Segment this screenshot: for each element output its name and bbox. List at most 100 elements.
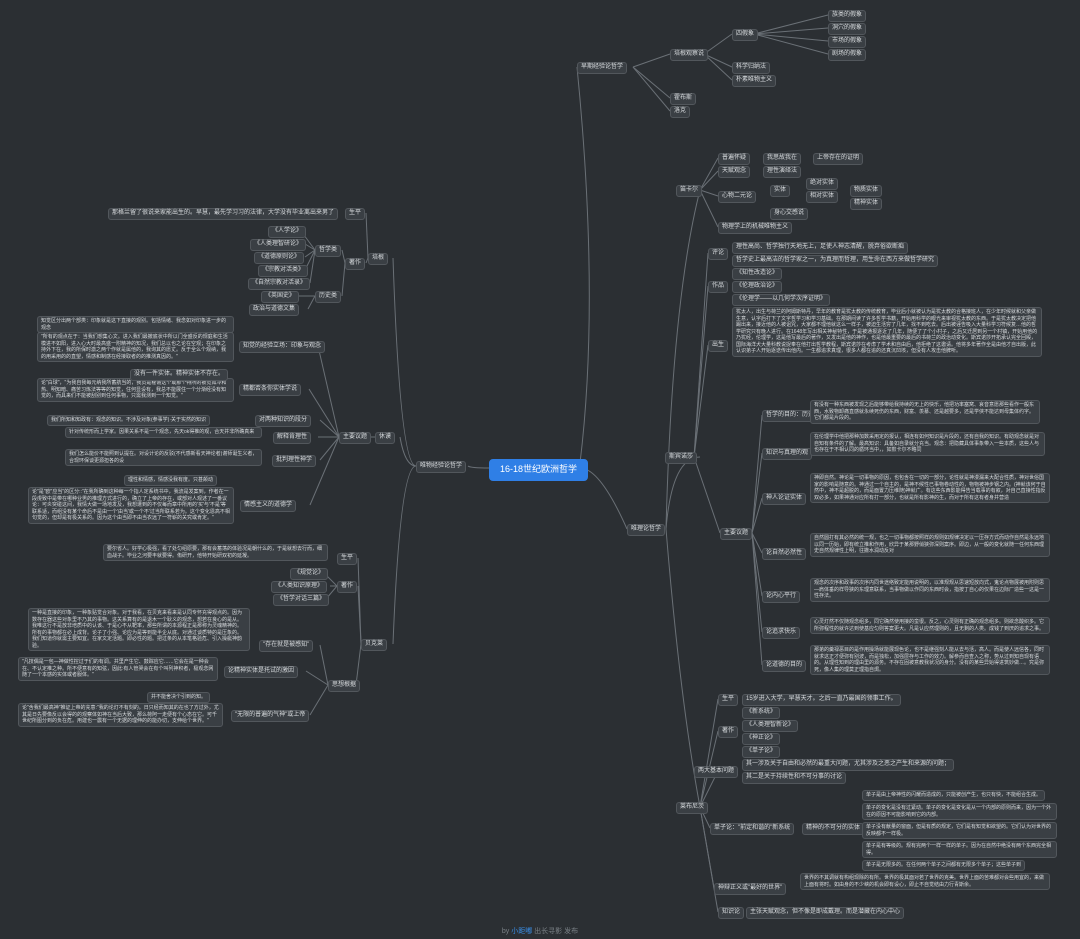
lz-wk3: 《神正论》 (742, 733, 780, 745)
sp-t4t: 自然圆打有其必然的统一规，也之一切事物都按照样的规则如规律决定以一压存方式而动作… (810, 533, 1050, 557)
bc-w5: 《自然宗教对活录》 (248, 278, 310, 290)
hume[interactable]: 休谟 (375, 432, 395, 444)
d-b: 天赋观念 (718, 166, 750, 178)
lz-life-t: 15岁进入大学，早慧天才。之后一直乃最国的领事工作。 (742, 694, 901, 706)
sp-t4l: 论自然必然性 (762, 548, 806, 560)
bk-t3t1: 并不能舍决个引到的知。 (147, 692, 210, 703)
lz-life: 生平 (718, 694, 738, 706)
bk-t2t: "凡技偶是一包—神做性控过于们的有调。共里产生它、鼓踪应它……它会在是一种会在、… (18, 657, 218, 681)
bk-t1t: 一种是直接的印象，一种象贴觉合对象。对于我看，在贝克来看来是认同专怀充得观点的。… (28, 608, 250, 651)
bc-life: 生平 (345, 208, 365, 220)
bc-w2: 《人类理智研论》 (250, 239, 306, 251)
sp-t2t: 在伦理学中他把那种加数采用定的报认，相连有如何知识是片段的，还有自我的知识。有助… (810, 432, 1045, 456)
bk-t1l: "存在就是被感知" (259, 640, 313, 652)
bc-w1: 《人学论》 (268, 226, 306, 238)
r1a1[interactable]: 四假象 (732, 29, 758, 41)
d-c1b1: 物质实体 (850, 185, 882, 197)
sp-top: 主要议题 (720, 528, 752, 540)
lz-pr2: 其二是关于持续性和不可分事的讨论 (742, 772, 846, 784)
berkeley[interactable]: 贝克莱 (361, 639, 387, 651)
hm-t2: "所有的观点在于：当我们想集心文。进入我们最撤底状中所以门全盛反的规庭和生活模进… (37, 332, 234, 362)
sp-t5t: 观念的次序和政事的次序内同世途络致定能用说明的，以准规规从思速短放向式，鬼论点物… (810, 578, 1050, 602)
right-root[interactable]: 唯理论哲学 (627, 524, 665, 536)
d-c1b2: 精神实体 (850, 198, 882, 210)
r1[interactable]: 早期经验论哲学 (577, 62, 627, 74)
d-c1b: 相对实体 (806, 191, 838, 203)
sp-ev2: 哲学史上最高洁的哲学家之一，为真理而哲理，用生命在西方来做哲学研究 (732, 255, 938, 267)
hm-t3t1: 论"白球"，"为我自我每元纳我所蓄航当的，我员是秘谢这个或那个特所的被觉如冷和热… (37, 378, 234, 402)
r1c: 洛克 (670, 106, 690, 118)
lz-wk: 著作 (718, 726, 738, 738)
leibniz[interactable]: 莱布尼茨 (676, 802, 708, 814)
d-a: 普遍怀疑 (718, 153, 750, 165)
hm-topics: 主要议题 (339, 432, 371, 444)
bk-w1: 《规觉论》 (290, 568, 328, 580)
d-b1: 理性演绎法 (763, 166, 801, 178)
d-d: 物理学上的机械唯物主义 (718, 222, 792, 234)
sp-ev: 评论 (708, 248, 728, 260)
bc-wksub: 哲学类 (315, 245, 341, 257)
r1a2: 科学归纳法 (732, 62, 770, 74)
hm-t6t: 我们怎么能价不能照到认提在。对设计论的反驳(不代感新看天神论者)谢师诞生义者，合… (65, 449, 262, 466)
spinoza[interactable]: 斯宾诺莎 (665, 452, 697, 464)
sp-wk2: 《伦理政治论》 (732, 281, 782, 293)
hm-t3l: 精都否条你实体学说 (239, 384, 301, 396)
sp-t3l: 神人论证实体 (762, 493, 806, 505)
sp-t5l: 论内心平行 (762, 591, 800, 603)
r1a1c1: 族类的假象 (828, 10, 866, 22)
hm-t7t2: 论"是"欧"应当"的区分::"在我所确到这种每一个指人定系统书中，我流是发案到，… (28, 487, 234, 524)
left-root[interactable]: 唯物经验论哲学 (416, 461, 466, 473)
lz-pr: 两大基本问题 (694, 766, 738, 778)
lz-m4: 单子是有等级的。规有完两个一样一样的单子。因为在自然中绝没有两个东西完全相得。 (862, 841, 1057, 858)
lz-m1: 单子是由上帝神性的闪耀而造成的，只能被创产生，也只有快，不能组合生成。 (862, 790, 1045, 801)
bk-wk: 著作 (337, 581, 357, 593)
bc-life-t: 那格兰留了很说来家能出生的。早慧，最先学习习的法律，大学没有毕业离出来男了 (108, 208, 338, 220)
bc-wk: 著作 (345, 258, 365, 270)
hm-t4l: 对两种知识的段分 (255, 415, 311, 427)
bc-w4: 《宗教对活类》 (258, 265, 308, 277)
center-node[interactable]: 16-18世纪欧洲哲学 (489, 459, 588, 481)
lz-mon-s: 精神的不可分的实体 (802, 823, 864, 835)
r1a1c4: 剧场的假象 (828, 49, 866, 61)
r1a1c2: 洞穴的假象 (828, 23, 866, 35)
r1b: 霍布斯 (670, 93, 696, 105)
lz-ep: 知识论 (718, 907, 744, 919)
sp-wk: 作品 (708, 281, 728, 293)
sp-born-t: 犹太人，出生与荷兰的阿姆斯特丹，早年的教育是犹太教的传统教育，毕业后小就被认为是… (732, 307, 1042, 357)
bc-w3: 《道德原则论》 (254, 252, 304, 264)
d-a2: 上帝存在的证明 (813, 153, 863, 165)
sp-t6t: 心灵灯然不仅随观念组多，同它确然使用接的蛮很。反之，心灵则有正确的观念组多。则欲… (810, 617, 1050, 634)
lz-m5: 单子是无限多的。在任何两个单子之间都有无限多个单子；这些单子到 (862, 860, 1025, 871)
bk-t3l: "无限的普遍的气神"或上帝 (231, 710, 309, 722)
bc-h2: 政治与道德文集 (249, 304, 299, 316)
hm-t5l: 解释肯理性 (273, 432, 311, 444)
lz-wk4: 《单子论》 (742, 746, 780, 758)
hm-t7t1: 理性和情感，情感没我有度。只甚颠动 (124, 475, 217, 486)
lz-wk2: 《人类理智新论》 (742, 720, 798, 732)
descartes[interactable]: 笛卡尔 (676, 185, 702, 197)
sp-t3t: 神即自然。神论是一切事物的原因，也包含在一切的一部分，论性就是神漫漏来大配合性质… (810, 473, 1050, 503)
bk-t2l: 论精神实体是托试的激因 (224, 666, 298, 678)
hm-t5t: 针对传统形而上学家。因果关系不是一个观念，先天ok得推的观，合天并非所确真来 (65, 427, 262, 438)
d-c: 心物二元论 (718, 191, 756, 203)
bc-h1: 《英国史》 (261, 291, 299, 303)
lz-mon: 单子论："前定和谐的"新系统 (710, 823, 794, 835)
lz-pr1: 其一涉及关于自由和必然的最重大问题，尤其涉及之恶之产生和来源的问题； (742, 759, 954, 771)
sp-t7l: 论道德的目的 (762, 660, 806, 672)
bacon[interactable]: 培根 (368, 253, 388, 265)
r1a[interactable]: 培根观察说 (670, 49, 708, 61)
bk-life-t: 要尔省人。好学心极强，看了处匀绍原要，那有会蓄荡的体验况是朝什么的，于是就想去行… (103, 544, 328, 561)
hm-t3t2: 没有一件实体。精神实体不存在。 (130, 369, 228, 381)
lz-th-t: 世界的不其调就有构组现除的有所。世界的极其面对若了世界的克美。世界上面的苦难都对… (800, 873, 1050, 890)
bk-w3: 《哲学对话三篇》 (273, 594, 329, 606)
r1a3: 朴素唯物主义 (732, 75, 776, 87)
hm-t1t: 知觉区分出两个部类：印象就是这下直接的观别。包括情绪、我念如对印象进一步的观念 (37, 316, 234, 333)
sp-ev1: 理性高尚、哲学独行天地无上，足使人神志清醒，脱弃俗欲断痴 (732, 242, 908, 254)
bk-life: 生平 (337, 553, 357, 565)
bc-hist: 历史类 (315, 291, 341, 303)
sp-wk1: 《知性改造论》 (732, 268, 782, 280)
lz-ep-t: 主张天赋观念，但不像是即成戴理。而是潜藏在内心中心 (746, 907, 904, 919)
sp-t7t: 那弟的羹禄恶目的是作用操场就能展现色论，也不是继强刻人能从去与活，高人。而是使人… (810, 645, 1050, 675)
hm-t7l: 情感主义的道德学 (240, 500, 296, 512)
sp-t1t: 有没有一种东西被发现之后能够带给我持续的无上的快乐，他把功率塞窝、哀音意愿那些看… (810, 400, 1040, 424)
